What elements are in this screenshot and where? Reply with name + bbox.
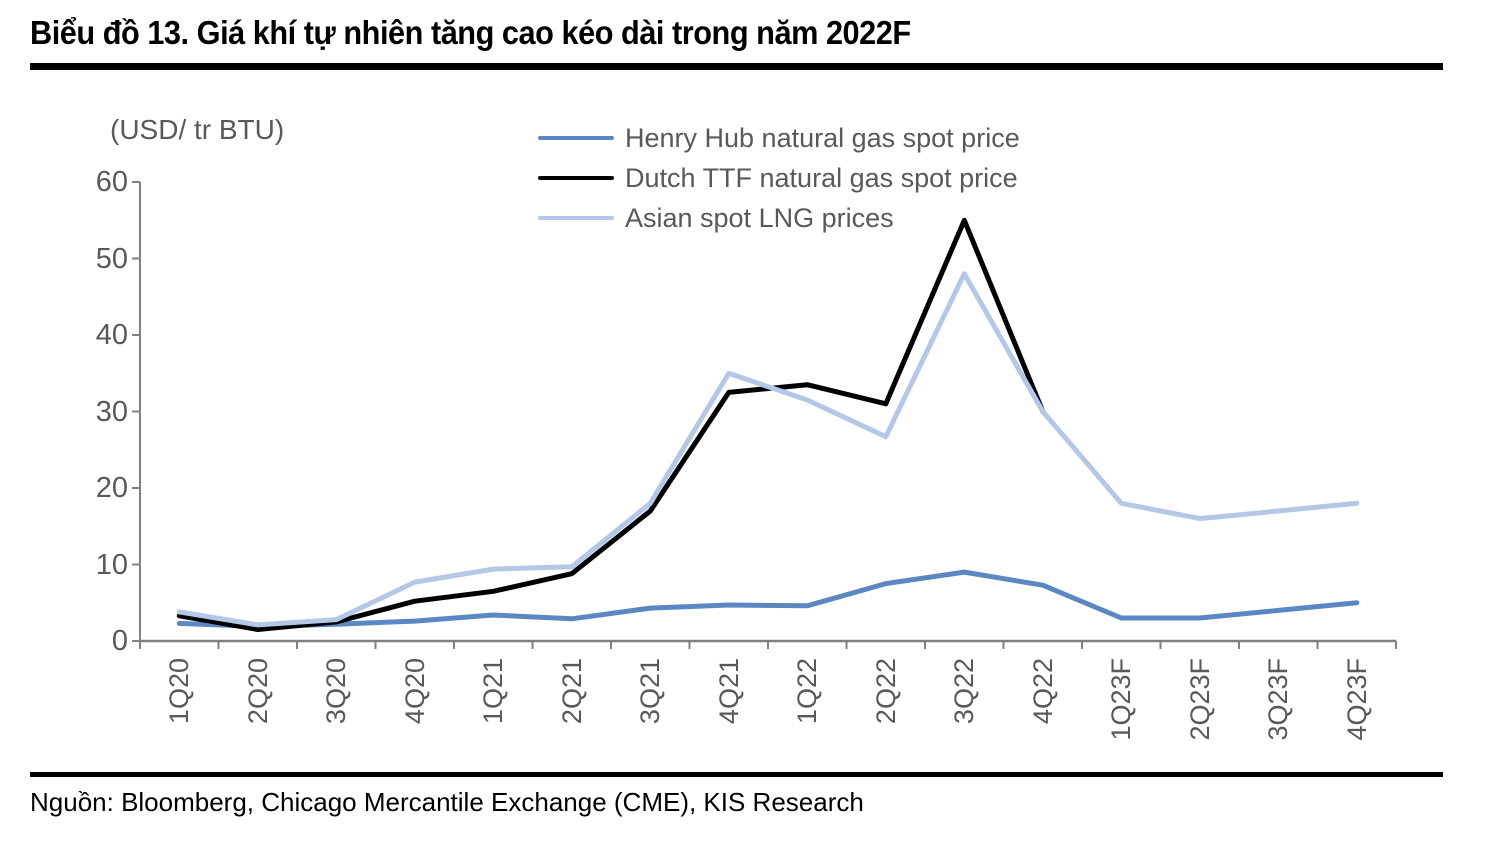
legend-line-swatch — [538, 176, 614, 180]
source-text: Nguồn: Bloomberg, Chicago Mercantile Exc… — [30, 787, 864, 817]
series-line-1 — [176, 217, 1046, 632]
legend-label: Henry Hub natural gas spot price — [625, 122, 1020, 153]
y-tick-label: 50 — [95, 242, 128, 275]
y-tick-label: 20 — [95, 472, 128, 504]
y-axis-unit-label: (USD/ tr BTU) — [110, 114, 285, 145]
chart-legend: Henry Hub natural gas spot price Dutch TT… — [538, 118, 1020, 238]
legend-line-swatch — [538, 136, 614, 140]
x-tick-label: 1Q22 — [792, 658, 823, 725]
x-tick-label: 3Q22 — [949, 658, 980, 725]
x-tick-label: 3Q20 — [321, 658, 352, 725]
x-tick-label: 2Q21 — [556, 658, 587, 725]
y-tick-label: 10 — [95, 548, 128, 581]
page-title: Biểu đồ 13. Giá khí tự nhiên tăng cao ké… — [30, 14, 911, 51]
y-tick-label: 60 — [95, 166, 128, 198]
legend-item-0: Henry Hub natural gas spot price — [538, 118, 1020, 158]
x-tick-label: 2Q22 — [870, 658, 901, 725]
x-tick-label: 4Q23F — [1341, 658, 1372, 741]
x-tick-label: 4Q21 — [713, 658, 744, 725]
series-line-2 — [176, 271, 1360, 628]
x-tick-label: 1Q21 — [478, 658, 509, 725]
x-tick-label: 4Q22 — [1027, 658, 1058, 725]
x-tick-label: 3Q23F — [1263, 658, 1294, 741]
legend-label: Asian spot LNG prices — [625, 202, 894, 233]
x-tick-label: 3Q21 — [635, 658, 666, 725]
x-tick-label: 1Q20 — [164, 658, 195, 725]
y-tick-label: 40 — [95, 319, 128, 351]
legend-line-swatch — [538, 216, 614, 220]
series-line-0 — [176, 569, 1360, 629]
y-tick-label: 0 — [111, 625, 128, 657]
x-tick-label: 2Q20 — [242, 658, 273, 725]
x-tick-label: 4Q20 — [399, 658, 430, 725]
legend-item-1: Dutch TTF natural gas spot price — [538, 158, 1020, 198]
legend-item-2: Asian spot LNG prices — [538, 198, 1020, 238]
legend-label: Dutch TTF natural gas spot price — [625, 162, 1018, 193]
source-divider — [30, 772, 1443, 777]
x-tick-label: 2Q23F — [1184, 658, 1215, 741]
x-tick-label: 1Q23F — [1106, 658, 1137, 741]
title-divider — [30, 63, 1443, 70]
y-tick-label: 30 — [95, 395, 128, 428]
